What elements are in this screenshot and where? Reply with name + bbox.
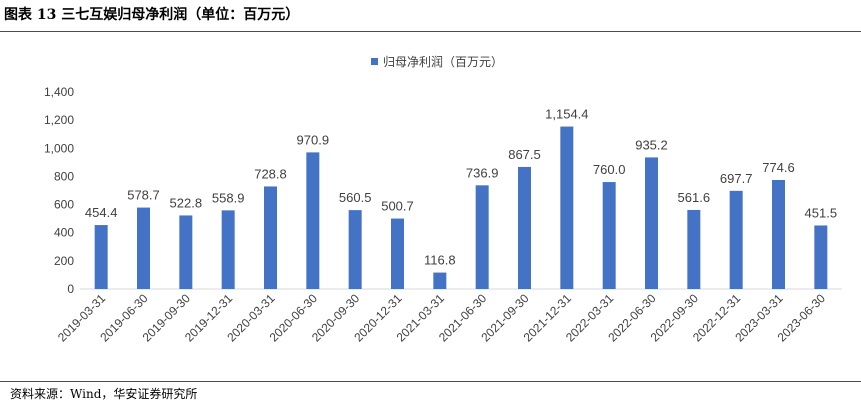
bar-value-label: 578.7 bbox=[127, 188, 160, 203]
y-tick-label: 0 bbox=[67, 282, 74, 296]
y-tick-label: 200 bbox=[54, 254, 74, 268]
bar-value-label: 500.7 bbox=[381, 199, 414, 214]
bar bbox=[306, 152, 320, 289]
chart-title: 图表 13 三七互娱归母净利润（单位：百万元） bbox=[4, 7, 300, 23]
bar-value-label: 760.0 bbox=[593, 162, 626, 177]
y-tick-label: 1,000 bbox=[44, 141, 74, 155]
bar-value-labels: 454.4 578.7 522.8 558.9 728.8 970.9 560.5 500.7… bbox=[85, 107, 837, 268]
legend-label: 归母净利润（百万元） bbox=[383, 55, 503, 69]
bar-value-label: 558.9 bbox=[212, 190, 245, 205]
x-axis: 2019-03-312019-06-302019-09-302019-12-31… bbox=[55, 291, 828, 345]
bar-value-label: 454.4 bbox=[85, 205, 118, 220]
y-tick-label: 400 bbox=[54, 226, 74, 240]
bar bbox=[391, 218, 404, 289]
y-axis: 0 200 400 600 800 1,000 1,200 1,400 bbox=[44, 85, 74, 296]
bar-value-label: 970.9 bbox=[297, 132, 330, 147]
bar-value-label: 451.5 bbox=[805, 205, 838, 220]
bar bbox=[475, 185, 489, 289]
bar bbox=[518, 166, 531, 289]
bar-value-label: 736.9 bbox=[466, 165, 499, 180]
y-tick-label: 1,400 bbox=[44, 85, 74, 99]
bar-value-label: 522.8 bbox=[170, 195, 203, 210]
bar bbox=[137, 207, 150, 289]
bar bbox=[772, 180, 785, 289]
top-divider bbox=[0, 31, 861, 32]
bar-value-label: 116.8 bbox=[424, 253, 456, 268]
bar bbox=[814, 225, 828, 289]
y-tick-label: 600 bbox=[54, 198, 74, 212]
bar bbox=[433, 272, 447, 289]
bars bbox=[94, 126, 828, 290]
bar bbox=[602, 182, 616, 289]
bottom-divider bbox=[0, 381, 861, 382]
bar-value-label: 774.6 bbox=[762, 160, 795, 175]
bar bbox=[179, 215, 193, 289]
bar-value-label: 728.8 bbox=[254, 166, 287, 181]
bar-value-label: 561.6 bbox=[678, 190, 711, 205]
bar-value-label: 935.2 bbox=[635, 137, 668, 152]
bar bbox=[560, 126, 574, 290]
bar bbox=[729, 190, 743, 289]
bar bbox=[221, 210, 235, 289]
bar-chart: 归母净利润（百万元） 02004006008001,0001,2001,400 … bbox=[44, 55, 842, 345]
legend-swatch bbox=[371, 58, 378, 65]
legend: 归母净利润（百万元） bbox=[371, 55, 503, 69]
bar bbox=[94, 225, 108, 289]
bar-value-label: 867.5 bbox=[508, 147, 541, 162]
y-tick-label: 1,200 bbox=[44, 113, 74, 127]
y-tick-label: 800 bbox=[54, 169, 74, 183]
bar bbox=[687, 209, 701, 289]
bar bbox=[264, 186, 277, 289]
source-note: 资料来源：Wind，华安证券研究所 bbox=[10, 387, 198, 401]
bar-value-label: 560.5 bbox=[339, 190, 372, 205]
bar-value-label: 1,154.4 bbox=[545, 107, 588, 122]
bar bbox=[348, 210, 362, 289]
bar bbox=[645, 157, 658, 289]
bar-value-label: 697.7 bbox=[720, 171, 753, 186]
